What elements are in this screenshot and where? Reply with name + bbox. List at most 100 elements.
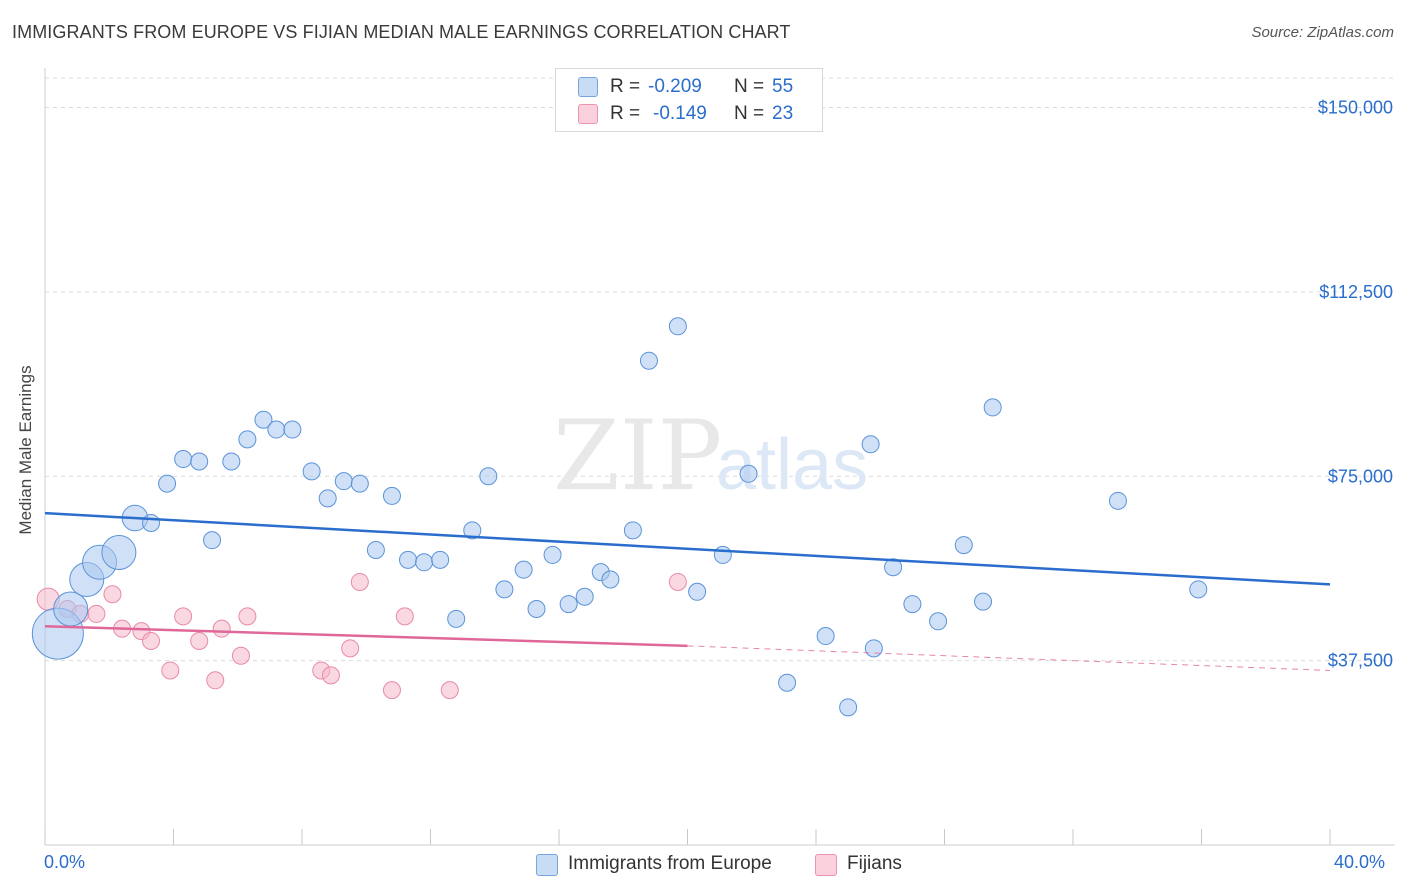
source-label: Source: ZipAtlas.com [1251,24,1394,41]
trend-line-europe [44,511,1331,586]
europe-point [350,474,369,493]
legend-r-label: R = [610,76,641,97]
europe-point [954,536,973,555]
watermark-zip: ZIP [553,400,722,512]
europe-point [158,474,177,493]
bottom-legend-swatch-europe [536,854,558,876]
legend-swatch-europe [578,77,598,97]
europe-point [713,545,732,564]
europe-point [861,435,880,454]
europe-point [101,534,137,570]
europe-point [688,582,707,601]
europe-point [575,587,594,606]
europe-point [559,595,578,614]
europe-point [903,595,922,614]
watermark-atlas: atlas [716,425,868,505]
europe-point [601,570,620,589]
fijian-point [382,681,401,700]
y-tick-label: $75,000 [1328,466,1393,486]
europe-point [639,351,658,370]
trend-line-fijians [44,624,688,648]
fijian-point [103,585,122,604]
europe-point [739,464,758,483]
legend-r-label: R = [610,103,641,124]
trend-line-fijians-extension [687,645,1331,671]
europe-point [447,609,466,628]
europe-point [302,462,321,481]
europe-point [283,420,302,439]
europe-point [222,452,241,471]
europe-point [974,592,993,611]
europe-point [366,541,385,559]
fijian-point [350,572,369,591]
legend-r-value: -0.149 [653,103,707,124]
fijian-point [238,607,257,626]
trend-lines [44,511,1331,671]
legend-n-value: 23 [772,103,794,124]
y-axis-label-wrap: Median Male Earnings [16,250,40,650]
gridlines [45,77,1395,662]
legend-n-label: N = [734,76,765,97]
legend-swatch-fijians [578,104,598,124]
europe-point [399,550,418,569]
y-tick-label: $112,500 [1319,282,1393,302]
europe-point [254,410,273,429]
europe-point [864,639,883,658]
europe-point [668,317,687,336]
fijian-point [87,604,106,623]
europe-point [479,467,498,486]
correlation-legend: R = -0.209 N = 55 R = -0.149 N = 23 [555,68,823,132]
fijian-point [231,646,250,665]
europe-point [267,420,286,439]
fijian-point [142,631,161,650]
europe-point [1189,580,1208,599]
europe-point [495,580,514,599]
fijian-point [174,607,193,626]
fijian-point [161,661,180,680]
europe-point [983,398,1002,417]
fijian-point [341,639,360,658]
bottom-legend-label-fijians: Fijians [847,853,902,874]
europe-point [527,600,546,618]
europe-point [778,673,797,692]
x-tick-label-min: 0.0% [44,852,86,872]
fijian-point [212,619,231,638]
fijian-point [190,631,209,650]
legend-n-label: N = [734,103,765,124]
y-tick-label: $37,500 [1328,651,1393,671]
europe-point [203,531,222,550]
europe-point [382,486,401,505]
x-tick-label-max: 40.0% [1334,852,1386,872]
europe-point [514,560,533,579]
europe-point [1108,491,1127,510]
fijian-point [440,681,459,700]
watermark: ZIP atlas [553,400,868,512]
y-tick-label: $150,000 [1318,98,1393,118]
europe-point [543,545,562,564]
europe-point [431,550,450,569]
europe-point [884,558,903,577]
axes [44,68,1395,846]
europe-point [334,472,353,491]
chart-title: IMMIGRANTS FROM EUROPE VS FIJIAN MEDIAN … [12,22,791,42]
bottom-legend-swatch-fijians [815,854,837,876]
fijian-point [321,666,340,685]
europe-point [463,521,482,540]
legend-n-value: 55 [772,76,794,97]
fijian-point [206,671,225,690]
europe-point [929,612,948,631]
bottom-legend-label-europe: Immigrants from Europe [568,853,772,874]
y-tick-labels: $37,500 $75,000 $112,500 $150,000 [1318,98,1393,671]
europe-point [238,430,257,449]
europe-point [415,553,434,572]
y-axis-label: Median Male Earnings [16,365,35,535]
europe-point [816,627,835,646]
europe-point [839,698,858,717]
europe-point [174,450,193,469]
fijian-point [668,572,687,591]
europe-point [318,489,337,508]
legend-r-value: -0.209 [648,76,702,97]
fijian-point [395,607,414,626]
europe-point [142,513,161,532]
europe-point [190,452,209,471]
